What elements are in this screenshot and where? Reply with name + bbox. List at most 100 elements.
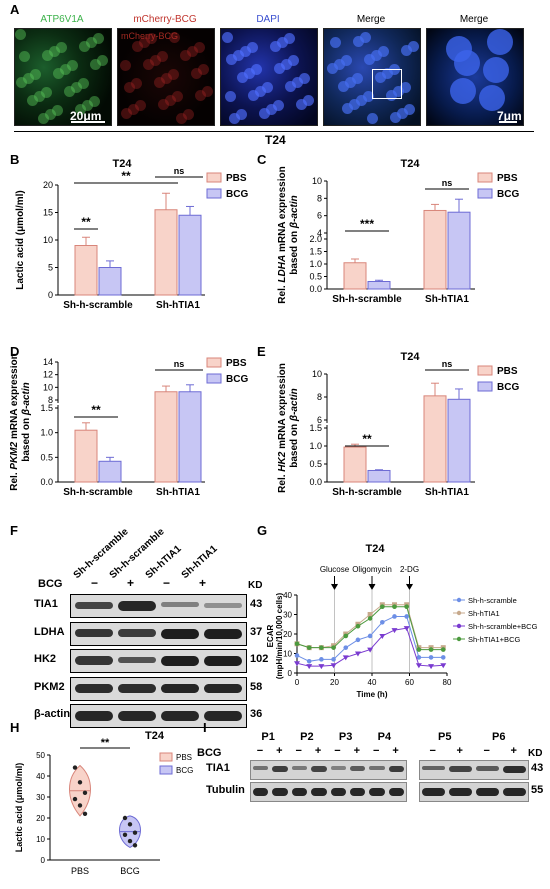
cell-nucleus (285, 81, 296, 92)
cell-nucleus (60, 64, 71, 75)
data-point (392, 604, 397, 609)
y-tick-label: 30 (36, 793, 45, 802)
significance-mark: ns (442, 359, 453, 369)
x-tick-label: 0 (295, 678, 300, 687)
chart-c: T24 Rel. LDHA mRNA expressionbased on β-a… (277, 158, 519, 305)
blot-row-label: TIA1 (206, 762, 230, 774)
y-axis-label: Lactic acid (μmol/ml) (14, 763, 24, 853)
cell-nucleus (353, 36, 364, 47)
data-point (440, 663, 447, 669)
kd-value: 55 (531, 784, 544, 796)
y-tick-label: 1.5 (309, 247, 322, 257)
bar-pbs (74, 429, 98, 483)
significance-mark: ** (81, 215, 91, 229)
blot-band (449, 766, 472, 772)
blot-band (161, 628, 199, 639)
y-label-part: based on (21, 415, 32, 462)
micrograph-title: mCherry-BCG (133, 14, 197, 25)
bar-bcg (178, 391, 202, 483)
bar-bcg (98, 267, 122, 296)
cell-nucleus (259, 108, 270, 119)
significance-mark: ** (121, 169, 131, 183)
cell-nucleus (38, 113, 49, 124)
x-tick-label: Sh-hTIA1 (425, 294, 469, 305)
y-tick-label: 40 (283, 591, 292, 600)
cell-nucleus (345, 77, 356, 88)
cell-nucleus (161, 73, 172, 84)
x-tick-label: 40 (368, 678, 377, 687)
data-point (319, 657, 324, 662)
bar-bcg (367, 469, 391, 483)
blot-row (250, 782, 407, 802)
data-point (318, 664, 325, 670)
y-tick-label: 4 (317, 228, 322, 238)
y-label-line1: Rel. PKM2 mRNA expression (10, 353, 20, 490)
cell-nucleus (367, 113, 378, 124)
cell-nucleus (404, 104, 415, 115)
y-tick-label: 40 (36, 772, 45, 781)
panel-label-c: C (257, 152, 267, 167)
cell-nucleus (237, 72, 248, 83)
legend-label: BCG (497, 189, 519, 200)
x-tick-label: Sh-h-scramble (63, 300, 133, 311)
cell-nucleus (194, 42, 205, 53)
significance-mark: ns (174, 359, 185, 369)
bar-bcg (447, 398, 471, 483)
y-tick-label: 0 (288, 669, 293, 678)
y-tick-label: 8 (317, 392, 322, 402)
kd-value: 43 (250, 598, 263, 610)
kd-label: KD (528, 748, 543, 759)
cell-nucleus (78, 78, 89, 89)
cell-nucleus (225, 91, 236, 102)
y-tick-label: 10 (43, 235, 53, 245)
legend-swatch (477, 381, 493, 392)
bcg-sign: + (510, 745, 517, 757)
bcg-label: BCG (197, 747, 222, 759)
legend-label: Sh-hTIA1 (468, 609, 500, 618)
panel-label-a: A (10, 2, 20, 17)
cell-nucleus (284, 33, 295, 44)
data-point (77, 780, 83, 785)
data-point (380, 620, 385, 625)
cell-nucleus (154, 77, 165, 88)
blot-band (118, 601, 156, 611)
patient-label: P2 (300, 731, 314, 743)
data-point (428, 647, 434, 652)
bar-pbs (423, 395, 447, 483)
x-tick-label: Sh-hTIA1 (425, 487, 469, 498)
blot-band (503, 766, 526, 774)
legend-label: BCG (226, 189, 248, 200)
cell-nucleus (327, 63, 338, 74)
panel-label-g: G (257, 523, 268, 538)
cell-nucleus (120, 60, 131, 71)
blot-band (330, 766, 346, 770)
blot-band (75, 601, 113, 609)
bar-pbs (343, 262, 367, 290)
blot-band (476, 788, 499, 796)
x-tick-label: 80 (443, 678, 452, 687)
y-tick-label: 10 (36, 835, 45, 844)
blot-band (449, 788, 472, 796)
cell-nucleus (450, 78, 476, 104)
y-tick-label: 20 (283, 630, 292, 639)
bar-pbs (74, 245, 98, 296)
cell-nucleus (334, 59, 345, 70)
bar-pbs (423, 209, 447, 290)
cell-nucleus (277, 37, 288, 48)
bar-bcg (367, 281, 391, 290)
x-tick-label: 20 (330, 678, 339, 687)
data-point (72, 765, 78, 770)
cell-nucleus (187, 46, 198, 57)
y-tick-label: 1.5 (40, 403, 53, 413)
scale-text-left: 20μm (70, 109, 102, 123)
blot-band (75, 683, 113, 693)
blot-band (118, 656, 156, 664)
data-point (127, 822, 133, 827)
y-label-ref: β-actin (21, 382, 32, 416)
y-tick-label: 0.5 (40, 452, 53, 462)
cell-nucleus (45, 109, 56, 120)
data-point (343, 645, 349, 650)
patient-label: P6 (492, 731, 506, 743)
blot-band (369, 766, 385, 770)
blot-row (419, 782, 529, 802)
